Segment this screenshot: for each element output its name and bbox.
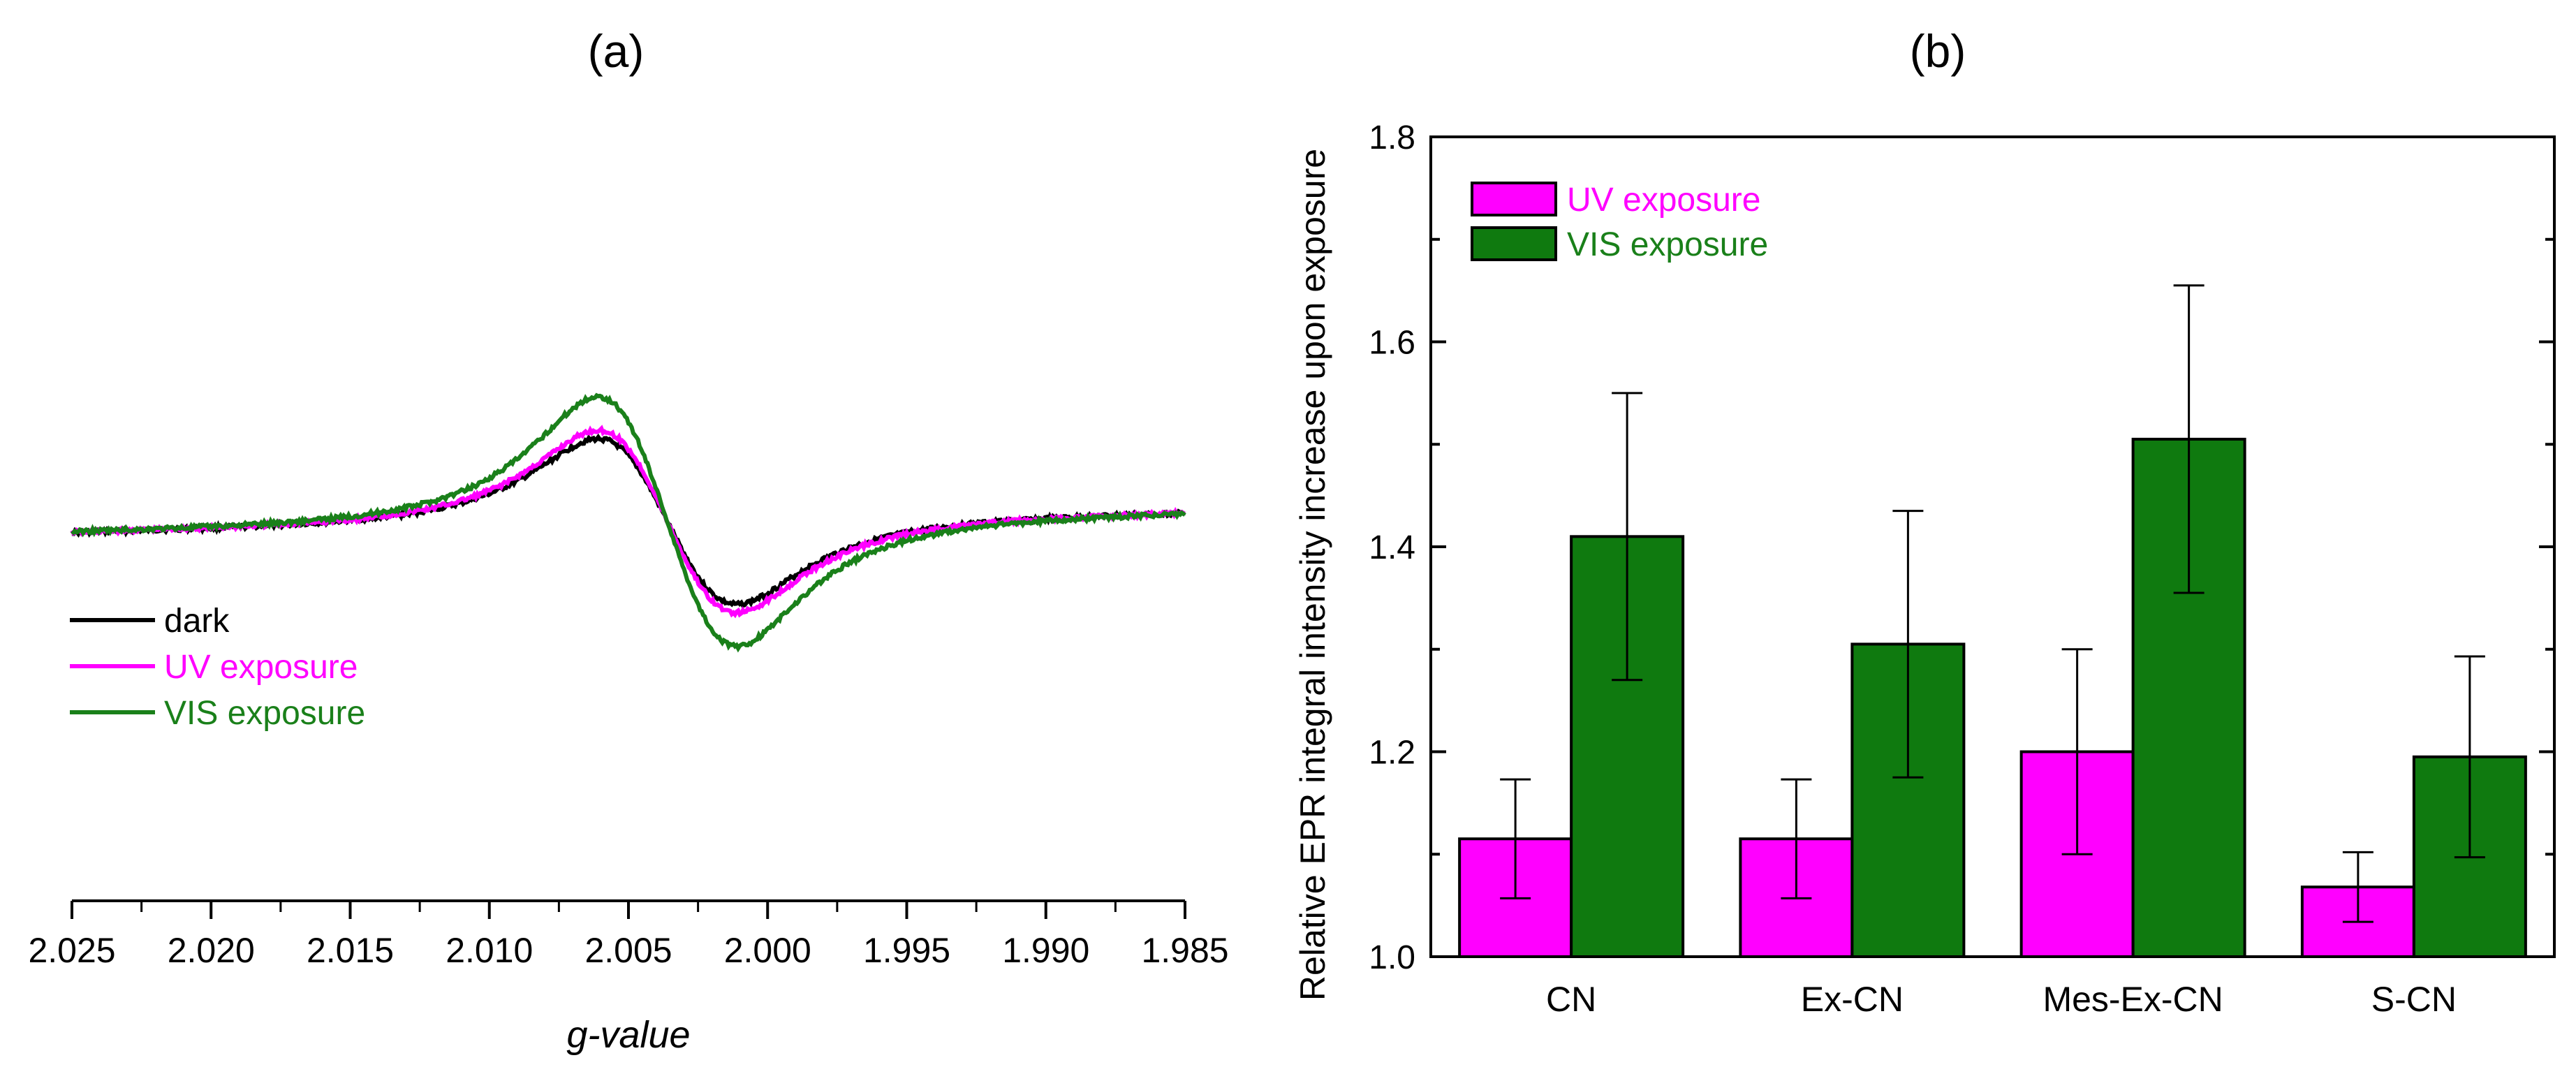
y-axis-title: Relative EPR integral intensity increase…	[1293, 149, 1332, 1001]
x-tick-label: 2.005	[584, 931, 672, 970]
legend-swatch	[1471, 182, 1557, 216]
legend-item: VIS exposure	[1471, 226, 1768, 263]
category-label: Ex-CN	[1801, 980, 1904, 1019]
y-tick-label: 1.4	[1369, 529, 1415, 566]
x-tick-label: 2.015	[307, 931, 394, 970]
x-tick-label: 1.990	[1002, 931, 1089, 970]
legend-item: VIS exposure	[70, 695, 365, 732]
legend-label: VIS exposure	[164, 695, 365, 732]
x-tick-label: 1.985	[1141, 931, 1228, 970]
legend-item: dark	[70, 603, 230, 640]
series-line-dark	[71, 433, 1186, 608]
y-tick-label: 1.8	[1369, 119, 1415, 156]
legend-swatch	[1471, 226, 1557, 261]
x-tick-label: 1.995	[863, 931, 950, 970]
category-label: S-CN	[2371, 980, 2457, 1019]
x-tick-label: 2.025	[28, 931, 115, 970]
x-tick-label: 2.010	[446, 931, 533, 970]
legend-item: UV exposure	[70, 649, 358, 686]
x-tick-label: 2.020	[168, 931, 255, 970]
legend-label: UV exposure	[164, 649, 358, 686]
legend-label: VIS exposure	[1567, 226, 1768, 263]
epr-spectrum-chart: 2.025 2.020 2.015 2.010 2.005 2.000 1.995 1.990…	[28, 392, 1229, 1056]
intensity-bar-chart: 1.0 1.2 1.4 1.6 1.8 Relative EPR integral int…	[1293, 119, 2556, 1019]
category-label: Mes-Ex-CN	[2043, 980, 2223, 1019]
panel-a-label: (a)	[588, 25, 645, 77]
legend-label: UV exposure	[1567, 182, 1760, 219]
legend-label: dark	[164, 603, 230, 640]
category-label: CN	[1546, 980, 1596, 1019]
y-tick-label: 1.6	[1369, 325, 1415, 362]
x-tick-label: 2.000	[724, 931, 811, 970]
y-tick-label: 1.2	[1369, 735, 1415, 772]
panel-b-label: (b)	[1910, 25, 1966, 77]
legend-item: UV exposure	[1471, 182, 1760, 219]
y-tick-label: 1.0	[1369, 939, 1415, 976]
x-axis-title: g-value	[566, 1014, 690, 1056]
series-line-vis-exposure	[70, 392, 1186, 653]
